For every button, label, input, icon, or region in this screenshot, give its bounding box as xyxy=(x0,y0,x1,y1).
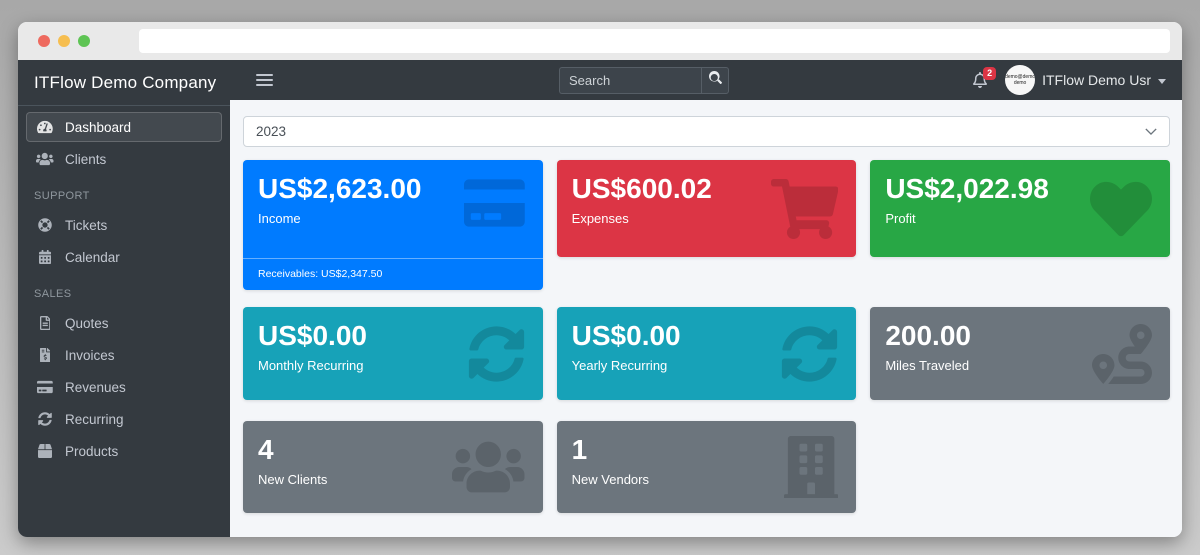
sidebar-item-label: Invoices xyxy=(65,347,115,363)
calendar-icon xyxy=(35,250,55,265)
top-navbar: 2 demo@demo demo ITFlow Demo Usr xyxy=(230,60,1182,100)
file-alt-icon xyxy=(35,316,55,331)
profit-card: US$2,022.98 Profit xyxy=(870,160,1170,257)
monthly-recurring-label: Monthly Recurring xyxy=(258,358,364,374)
avatar: demo@demo demo xyxy=(1005,65,1036,95)
sync-icon xyxy=(468,325,525,382)
search-icon xyxy=(708,71,722,89)
caret-down-icon xyxy=(1158,78,1166,84)
new-vendors-value: 1 xyxy=(571,434,588,465)
notifications-button[interactable]: 2 xyxy=(973,67,997,88)
minimize-window-button[interactable] xyxy=(58,35,70,47)
box-icon xyxy=(35,444,55,459)
sidebar-item-label: Calendar xyxy=(65,249,120,265)
menu-toggle-icon[interactable] xyxy=(256,71,273,89)
shopping-cart-icon xyxy=(770,178,839,239)
sidebar-item-label: Products xyxy=(65,443,119,459)
sidebar-item-label: Quotes xyxy=(65,315,109,331)
sidebar-item-label: Dashboard xyxy=(65,119,132,135)
window-controls xyxy=(38,35,90,47)
sidebar-item-recurring[interactable]: Recurring xyxy=(26,404,222,434)
expenses-card: US$600.02 Expenses xyxy=(556,160,857,257)
sidebar-item-dashboard[interactable]: Dashboard xyxy=(26,112,222,142)
miles-traveled-label: Miles Traveled xyxy=(885,358,970,374)
address-bar[interactable] xyxy=(139,29,1170,53)
sync-icon xyxy=(35,412,55,427)
building-icon xyxy=(784,436,839,498)
income-footer: Receivables: US$2,347.50 xyxy=(243,258,543,290)
tachometer-icon xyxy=(35,120,55,135)
sidebar-item-tickets[interactable]: Tickets xyxy=(26,210,222,240)
sync-icon xyxy=(781,325,838,382)
new-clients-value: 4 xyxy=(258,434,274,465)
monthly-recurring-card: US$0.00 Monthly Recurring xyxy=(243,307,543,400)
browser-chrome xyxy=(18,22,1182,60)
dashboard-content: 2023 US$2,623.00 Income Receivables: US$… xyxy=(230,100,1182,537)
yearly-recurring-label: Yearly Recurring xyxy=(571,358,668,374)
sidebar-item-label: Tickets xyxy=(65,217,108,233)
search-button[interactable] xyxy=(701,66,729,94)
sidebar-item-clients[interactable]: Clients xyxy=(26,144,222,174)
miles-traveled-value: 200.00 xyxy=(885,320,971,351)
user-name: ITFlow Demo Usr xyxy=(1042,72,1151,88)
profit-label: Profit xyxy=(885,211,916,227)
credit-card-icon xyxy=(463,176,525,230)
profit-value: US$2,022.98 xyxy=(885,173,1049,204)
users-icon xyxy=(35,152,55,167)
monthly-recurring-value: US$0.00 xyxy=(258,320,367,351)
route-icon xyxy=(1091,323,1152,384)
new-vendors-label: New Vendors xyxy=(571,472,649,488)
sidebar-nav: Dashboard Clients SUPPORT Tickets xyxy=(18,106,230,474)
file-invoice-dollar-icon xyxy=(35,348,55,363)
new-clients-card: 4 New Clients xyxy=(243,421,543,513)
year-select[interactable]: 2023 xyxy=(243,116,1170,147)
sidebar-section-support: SUPPORT xyxy=(34,190,90,202)
sidebar-item-label: Recurring xyxy=(65,411,124,427)
expenses-label: Expenses xyxy=(571,211,629,227)
sidebar-item-invoices[interactable]: Invoices xyxy=(26,340,222,370)
sidebar-section-sales: SALES xyxy=(34,288,72,300)
sidebar: ITFlow Demo Company Dashboard Clients SU… xyxy=(18,60,230,537)
credit-card-icon xyxy=(35,380,55,395)
life-ring-icon xyxy=(35,218,55,233)
yearly-recurring-card: US$0.00 Yearly Recurring xyxy=(556,307,857,400)
income-value: US$2,623.00 xyxy=(258,173,422,204)
heart-icon xyxy=(1089,178,1152,240)
close-window-button[interactable] xyxy=(38,35,50,47)
new-clients-label: New Clients xyxy=(258,472,328,488)
sidebar-item-calendar[interactable]: Calendar xyxy=(26,242,222,272)
sidebar-item-revenues[interactable]: Revenues xyxy=(26,372,222,402)
sidebar-item-label: Revenues xyxy=(65,379,126,395)
income-label: Income xyxy=(258,211,301,227)
sidebar-item-label: Clients xyxy=(65,151,107,167)
browser-window: ITFlow Demo Company Dashboard Clients SU… xyxy=(18,22,1182,537)
maximize-window-button[interactable] xyxy=(78,35,90,47)
chevron-down-icon xyxy=(1145,128,1157,136)
sidebar-item-quotes[interactable]: Quotes xyxy=(26,308,222,338)
search-input[interactable] xyxy=(559,66,701,94)
brand-title[interactable]: ITFlow Demo Company xyxy=(18,60,230,106)
yearly-recurring-value: US$0.00 xyxy=(571,320,681,351)
user-menu[interactable]: demo@demo demo ITFlow Demo Usr xyxy=(1005,65,1166,95)
search-form xyxy=(559,66,729,94)
income-card: US$2,623.00 Income Receivables: US$2,347… xyxy=(243,160,543,290)
users-icon xyxy=(452,438,525,496)
year-select-value: 2023 xyxy=(256,124,287,139)
notification-count-badge: 2 xyxy=(983,67,997,80)
new-vendors-card: 1 New Vendors xyxy=(556,421,857,513)
miles-traveled-card: 200.00 Miles Traveled xyxy=(870,307,1170,400)
expenses-value: US$600.02 xyxy=(571,173,712,204)
sidebar-item-products[interactable]: Products xyxy=(26,436,222,466)
